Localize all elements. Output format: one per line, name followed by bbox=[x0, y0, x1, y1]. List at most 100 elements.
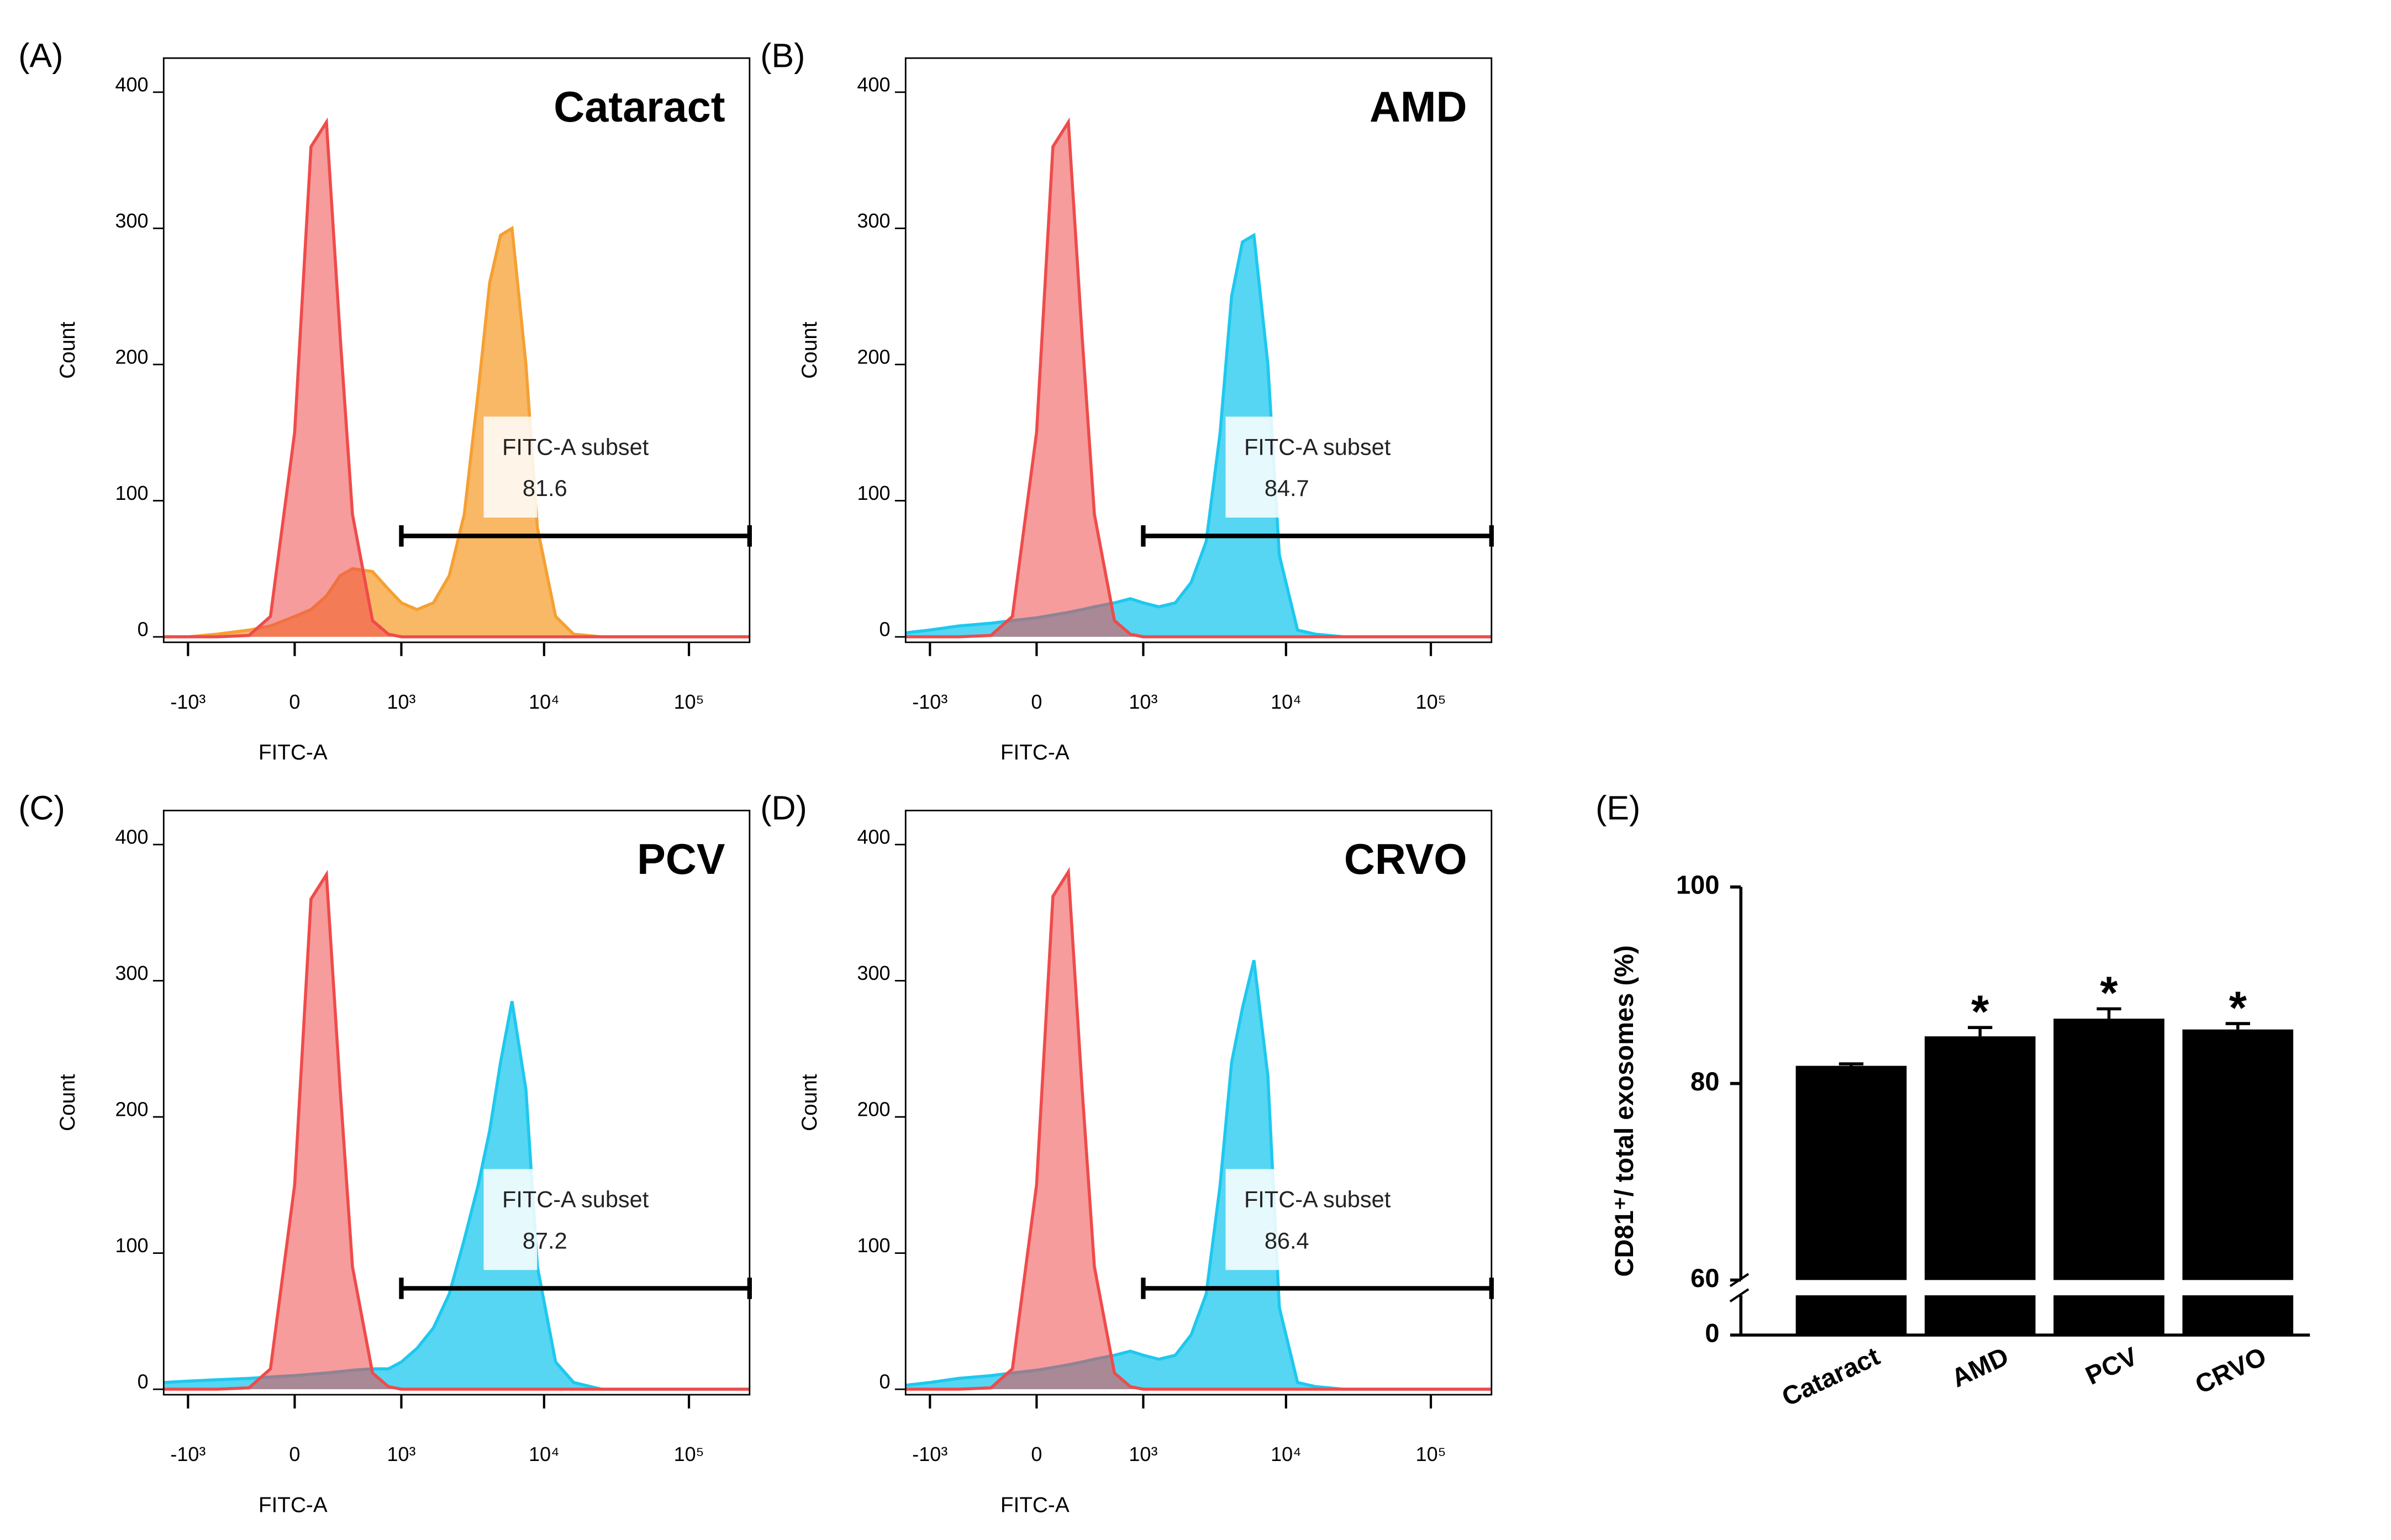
panel-title: Cataract bbox=[554, 83, 725, 131]
gate-label: FITC-A subset bbox=[1244, 434, 1391, 460]
x-axis-label: FITC-A bbox=[259, 1493, 328, 1517]
panel-label: (B) bbox=[760, 36, 805, 74]
x-tick-label: -10³ bbox=[912, 1443, 947, 1465]
y-tick-label: 200 bbox=[115, 345, 149, 368]
y-tick-label: 0 bbox=[879, 618, 891, 640]
x-tick-label: 10⁴ bbox=[529, 690, 560, 713]
histogram-line bbox=[164, 869, 750, 1391]
histogram-area bbox=[905, 235, 1492, 637]
y-tick-label: 200 bbox=[857, 1098, 891, 1120]
histogram-line bbox=[905, 117, 1492, 639]
bar bbox=[1795, 1295, 1907, 1336]
x-tick-label: 10⁴ bbox=[1271, 1443, 1302, 1465]
y-tick-label: 100 bbox=[857, 1234, 891, 1257]
bar bbox=[1795, 1066, 1907, 1280]
x-tick-label: AMD bbox=[1947, 1341, 2013, 1393]
panel-title: PCV bbox=[637, 836, 725, 883]
bar bbox=[2182, 1295, 2294, 1336]
y-axis-label: Count bbox=[798, 1074, 821, 1131]
y-tick-label: 100 bbox=[115, 482, 149, 504]
plot-frame bbox=[162, 809, 751, 1396]
gate-label-box bbox=[1225, 416, 1279, 518]
x-tick-label: 10³ bbox=[387, 1443, 415, 1465]
gate-value: 81.6 bbox=[523, 475, 567, 501]
histogram-area bbox=[905, 960, 1492, 1390]
panel-title: CRVO bbox=[1344, 836, 1467, 883]
y-tick-label: 0 bbox=[1705, 1318, 1719, 1347]
y-axis-label: Count bbox=[56, 1074, 80, 1131]
panel-label: (D) bbox=[760, 789, 807, 826]
x-axis-label: FITC-A bbox=[259, 741, 328, 764]
gate-value: 87.2 bbox=[523, 1227, 567, 1253]
y-axis-label: Count bbox=[56, 321, 80, 379]
bar bbox=[2053, 1295, 2164, 1336]
bar bbox=[1924, 1036, 2036, 1280]
x-tick-label: -10³ bbox=[170, 1443, 206, 1465]
x-tick-label: 10³ bbox=[1129, 1443, 1157, 1465]
y-tick-label: 400 bbox=[857, 825, 891, 848]
gate-label-box bbox=[483, 1169, 538, 1270]
y-tick-label: 200 bbox=[115, 1098, 149, 1120]
x-tick-label: 0 bbox=[1031, 1443, 1042, 1465]
gate-label: FITC-A subset bbox=[502, 434, 649, 460]
panel-label: (A) bbox=[18, 36, 63, 74]
y-tick-label: 200 bbox=[857, 345, 891, 368]
y-tick-label: 80 bbox=[1690, 1067, 1719, 1096]
x-tick-label: 10⁵ bbox=[674, 690, 704, 713]
histogram-area bbox=[164, 1001, 750, 1390]
significance-mark: * bbox=[2100, 967, 2118, 1019]
bar bbox=[2053, 1019, 2164, 1280]
panel-label: (E) bbox=[1595, 789, 1640, 826]
x-tick-label: 10⁵ bbox=[1416, 1443, 1446, 1465]
histogram-line bbox=[905, 867, 1492, 1391]
y-tick-label: 400 bbox=[115, 73, 149, 96]
y-tick-label: 400 bbox=[857, 73, 891, 96]
gate-value: 84.7 bbox=[1265, 475, 1309, 501]
y-tick-label: 100 bbox=[115, 1234, 149, 1257]
y-axis-label: Count bbox=[798, 321, 821, 379]
y-tick-label: 100 bbox=[857, 482, 891, 504]
x-tick-label: 10⁴ bbox=[1271, 690, 1302, 713]
x-tick-label: Cataract bbox=[1777, 1341, 1884, 1412]
histogram-area bbox=[164, 122, 750, 637]
histogram-area bbox=[905, 872, 1492, 1390]
y-tick-label: 0 bbox=[138, 1370, 149, 1393]
x-tick-label: 10⁵ bbox=[674, 1443, 704, 1465]
y-tick-label: 300 bbox=[115, 962, 149, 984]
plot-frame bbox=[904, 809, 1493, 1396]
y-tick-label: 60 bbox=[1690, 1263, 1719, 1293]
x-tick-label: CRVO bbox=[2190, 1341, 2271, 1399]
plot-frame bbox=[162, 57, 751, 644]
y-tick-label: 300 bbox=[857, 962, 891, 984]
panel-label: (C) bbox=[18, 789, 65, 826]
x-tick-label: 0 bbox=[1031, 690, 1042, 713]
bar bbox=[1924, 1295, 2036, 1336]
histogram-area bbox=[905, 122, 1492, 637]
x-tick-label: 10³ bbox=[1129, 690, 1157, 713]
axis-break bbox=[1729, 1288, 1750, 1302]
gate-value: 86.4 bbox=[1265, 1227, 1309, 1253]
x-tick-label: PCV bbox=[2081, 1341, 2142, 1390]
y-axis-label: CD81⁺/ total exosomes (%) bbox=[1609, 945, 1639, 1277]
x-tick-label: 10⁵ bbox=[1416, 690, 1446, 713]
y-tick-label: 400 bbox=[115, 825, 149, 848]
y-tick-label: 300 bbox=[115, 209, 149, 232]
significance-mark: * bbox=[1971, 986, 1989, 1037]
y-tick-label: 100 bbox=[1676, 870, 1720, 899]
y-tick-label: 0 bbox=[138, 618, 149, 640]
x-tick-label: -10³ bbox=[170, 690, 206, 713]
gate-label-box bbox=[1225, 1169, 1279, 1270]
x-axis-label: FITC-A bbox=[1000, 1493, 1070, 1517]
x-tick-label: 10⁴ bbox=[529, 1443, 560, 1465]
x-tick-label: 10³ bbox=[387, 690, 415, 713]
y-tick-label: 0 bbox=[879, 1370, 891, 1393]
x-axis-label: FITC-A bbox=[1000, 741, 1070, 764]
gate-label-box bbox=[483, 416, 538, 518]
gate-label: FITC-A subset bbox=[1244, 1186, 1391, 1212]
bar bbox=[2182, 1029, 2294, 1280]
significance-mark: * bbox=[2229, 982, 2247, 1033]
histogram-area bbox=[164, 228, 750, 637]
histogram-line bbox=[164, 117, 750, 639]
plot-frame bbox=[904, 57, 1493, 644]
